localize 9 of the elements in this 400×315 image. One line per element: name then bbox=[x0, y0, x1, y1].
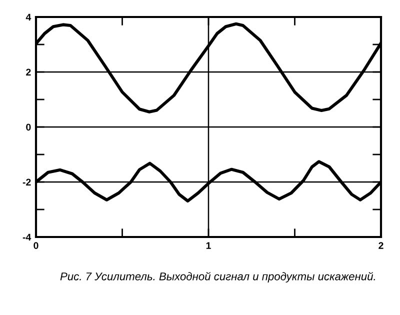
y-tick-label: 0 bbox=[26, 124, 31, 131]
text: Рис. 7 Усилитель. Выходной сигнал и продукты искажений. bbox=[60, 272, 375, 283]
x-tick-label: 0 bbox=[34, 242, 38, 249]
x-tick-label: 2 bbox=[378, 242, 384, 249]
y-tick-label: -2 bbox=[22, 178, 31, 186]
y-tick-label: -4 bbox=[22, 234, 32, 241]
y-tick-label: 2 bbox=[26, 68, 31, 76]
y-tick-label: 4 bbox=[26, 14, 32, 21]
x-tick-label: 1 bbox=[206, 242, 211, 249]
